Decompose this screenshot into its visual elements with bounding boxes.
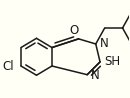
Text: SH: SH [105, 55, 121, 68]
Text: N: N [91, 69, 100, 82]
Text: N: N [100, 36, 108, 49]
Text: Cl: Cl [3, 60, 14, 74]
Text: O: O [69, 24, 79, 37]
